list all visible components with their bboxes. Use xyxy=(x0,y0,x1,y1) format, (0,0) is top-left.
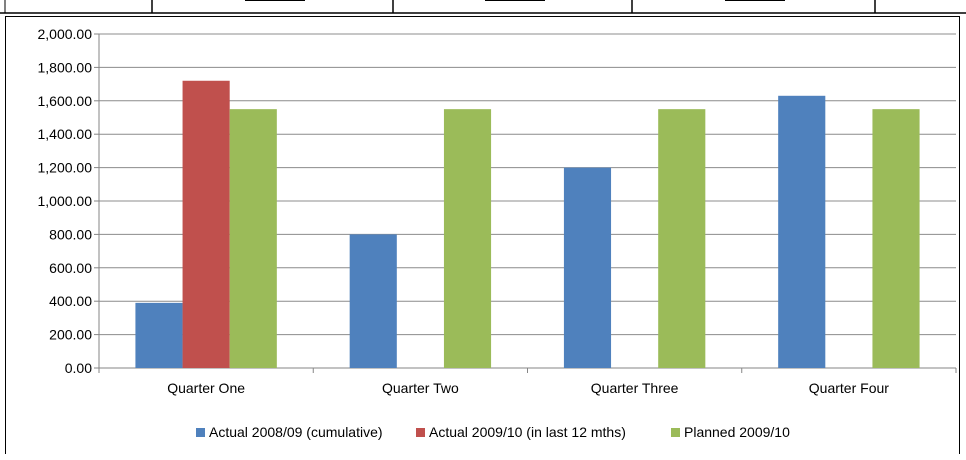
y-tick-label: 1,600.00 xyxy=(38,93,93,109)
bar xyxy=(658,109,706,369)
y-tick-label: 1,400.00 xyxy=(38,126,93,142)
bar xyxy=(778,95,826,368)
y-tick-label: 800.00 xyxy=(49,226,92,242)
bar xyxy=(443,109,492,369)
y-tick-label: 1,800.00 xyxy=(38,59,93,75)
x-tick-label: Quarter One xyxy=(167,380,245,396)
y-tick-label: 200.00 xyxy=(49,327,92,343)
x-tick-label: Quarter Three xyxy=(591,380,679,396)
y-tick-label: 400.00 xyxy=(49,293,92,309)
bar xyxy=(872,109,920,369)
bar xyxy=(349,234,397,368)
y-tick-label: 2,000.00 xyxy=(38,26,93,42)
legend-label: Actual 2009/10 (in last 12 mths) xyxy=(429,424,626,440)
x-tick-label: Quarter Two xyxy=(382,380,459,396)
chart-container: 0.00 200.00 400.00 600.00 800.00 1,000.00 1,20… xyxy=(5,16,960,454)
legend-swatch xyxy=(416,428,425,437)
bar-chart: 0.00 200.00 400.00 600.00 800.00 1,000.00 1,20… xyxy=(38,26,957,440)
y-tick-label: 600.00 xyxy=(49,260,92,276)
bar xyxy=(135,302,183,368)
y-tick-label: 1,200.00 xyxy=(38,160,93,176)
legend-swatch xyxy=(671,428,680,437)
bar xyxy=(229,109,277,369)
bar xyxy=(563,167,612,368)
y-tick-label: 1,000.00 xyxy=(38,193,93,209)
x-tick-label: Quarter Four xyxy=(809,380,889,396)
y-tick-label: 0.00 xyxy=(65,360,92,376)
legend-swatch xyxy=(196,428,205,437)
bar xyxy=(182,80,230,368)
legend-label: Planned 2009/10 xyxy=(684,424,790,440)
legend-label: Actual 2008/09 (cumulative) xyxy=(209,424,383,440)
table-fragment-top xyxy=(0,0,966,14)
